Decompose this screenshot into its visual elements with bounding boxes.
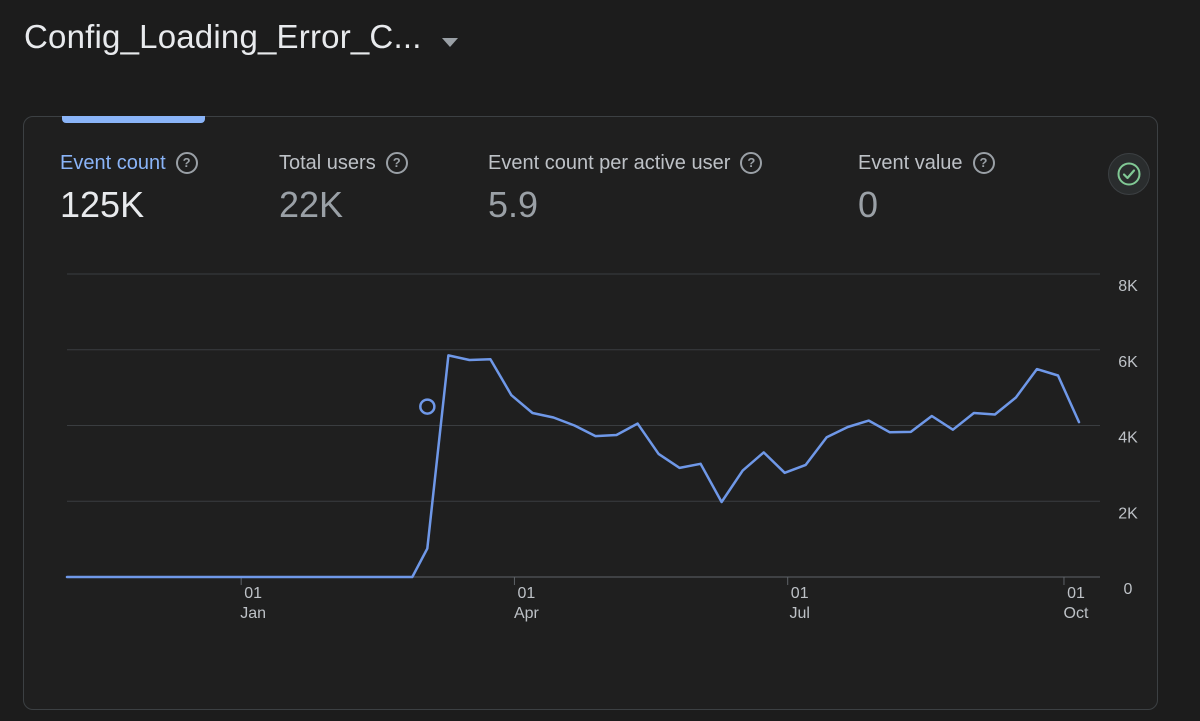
metric-value: 125K [60,184,145,225]
y-tick-label: 6K [1118,354,1138,371]
x-tick-day-label: 01 [1067,585,1085,602]
help-circle-icon[interactable]: ? [385,152,408,174]
y-tick-label: 2K [1118,505,1138,522]
series-line-event-count [65,354,1081,579]
x-axis-ticks: 01 Jan 01 Apr 01 Jul 01 Oct [240,577,1089,622]
x-tick-month-label: Oct [1064,605,1089,622]
metrics-chart-card [23,116,1158,710]
x-tick-day-label: 01 [791,585,809,602]
caret-down-icon[interactable] [442,38,458,47]
metric-tab-event-count-per-active-user[interactable]: Event count per active user ? 5.9 [488,150,763,226]
metric-value: 22K [279,184,344,225]
x-tick-day-label: 01 [518,585,536,602]
check-circle-icon [1117,162,1141,186]
status-badge[interactable] [1108,153,1150,195]
x-tick-day-label: 01 [244,585,262,602]
report-header: Config_Loading_Error_C... [0,0,1200,90]
x-tick-month-label: Jul [789,605,809,622]
y-tick-label: 0 [1124,581,1133,598]
metric-value: 5.9 [488,184,539,225]
help-circle-icon[interactable]: ? [175,152,198,174]
metric-label: Event value [858,151,963,174]
metric-tab-total-users[interactable]: Total users ? 22K [279,150,408,226]
chart-series [65,354,1081,579]
y-axis-ticks: 0 2K 4K 6K 8K [1118,278,1138,598]
metric-label: Event count per active user [488,151,731,174]
metric-tab-event-count[interactable]: Event count ? 125K [60,150,198,226]
help-circle-icon[interactable]: ? [972,152,995,174]
highlight-point[interactable] [419,398,436,415]
metric-tab-event-value[interactable]: Event value ? 0 [858,150,995,226]
y-tick-label: 8K [1118,278,1138,295]
x-tick-month-label: Jan [240,605,266,622]
y-tick-label: 4K [1118,430,1138,447]
x-tick-month-label: Apr [514,605,540,622]
help-circle-icon[interactable]: ? [740,152,763,174]
metric-value: 0 [858,184,879,225]
active-metric-indicator [62,116,205,123]
metric-label: Total users [279,151,376,174]
event-name-title: Config_Loading_Error_C... [24,18,422,55]
event-selector[interactable]: Config_Loading_Error_C... [24,18,422,56]
metric-label: Event count [60,151,166,174]
